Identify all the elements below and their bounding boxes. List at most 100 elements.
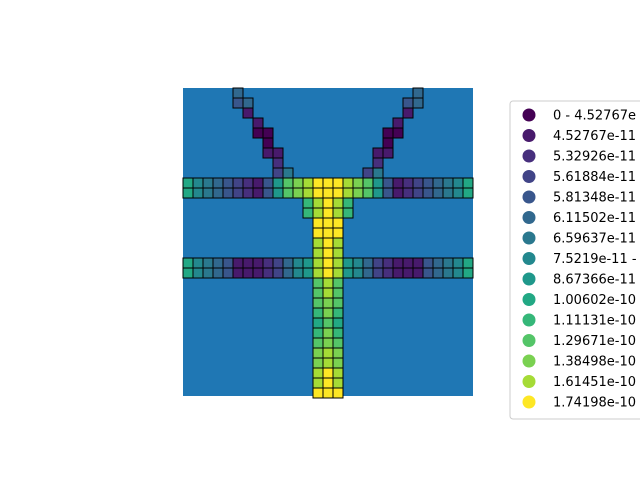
map-cell	[302, 257, 314, 269]
legend-marker	[522, 211, 536, 224]
map-cell	[312, 287, 324, 299]
map-cell	[442, 187, 454, 199]
map-cell	[262, 137, 274, 149]
map-cell	[332, 197, 344, 209]
map-cell	[462, 187, 474, 199]
map-cell	[392, 127, 404, 139]
legend-label: 5.81348e-11	[553, 191, 636, 206]
legend-label: 4.52767e-11	[553, 129, 636, 144]
map-cell	[202, 257, 214, 269]
map-cell	[192, 177, 204, 189]
map-cell	[332, 177, 344, 189]
map-cell	[332, 247, 344, 259]
legend-item: 6.59637e-11	[522, 231, 636, 247]
map-cell	[332, 377, 344, 389]
map-cell	[362, 257, 374, 269]
map-cell	[382, 187, 394, 199]
map-cell	[332, 347, 344, 359]
map-cell	[312, 357, 324, 369]
legend-item: 6.11502e-11	[522, 211, 636, 226]
map-cell	[292, 187, 304, 199]
map-cell	[322, 377, 334, 389]
legend-items: 0 - 4.52767e 4.52767e-11 5.32926e-11 5.6188…	[522, 108, 637, 411]
map-cell	[272, 257, 284, 269]
map-cell	[302, 207, 314, 219]
map-cell	[262, 257, 274, 269]
map-cell	[322, 247, 334, 259]
map-cell	[182, 267, 194, 279]
map-cell	[432, 267, 444, 279]
map-cell	[222, 257, 234, 269]
map-cell	[432, 257, 444, 269]
legend-marker	[522, 334, 536, 347]
map-cell	[322, 187, 334, 199]
map-cell	[382, 147, 394, 159]
map-cell	[412, 97, 424, 109]
map-cell	[372, 157, 384, 169]
map-cell	[252, 177, 264, 189]
map-cell	[332, 267, 344, 279]
map-cell	[292, 257, 304, 269]
map-cell	[332, 327, 344, 339]
legend-label: 0 - 4.52767e	[553, 109, 636, 124]
map-cell	[312, 197, 324, 209]
legend-marker	[522, 313, 536, 327]
legend-marker	[522, 170, 536, 183]
legend-item: 0 - 4.52767e	[522, 108, 636, 124]
map-cell	[322, 317, 334, 329]
map-cell	[322, 257, 334, 269]
map-cell	[432, 187, 444, 199]
map-cell	[222, 267, 234, 279]
legend: 0 - 4.52767e 4.52767e-11 5.32926e-11 5.6188…	[509, 100, 640, 420]
map-cell	[442, 177, 454, 189]
map-cell	[222, 187, 234, 199]
map-cell	[372, 267, 384, 279]
legend-label: 1.00602e-10	[553, 293, 636, 308]
map-cell	[182, 177, 194, 189]
legend-label: 8.67366e-11	[553, 273, 636, 288]
map-cell	[302, 177, 314, 189]
map-cell	[302, 197, 314, 209]
map-cell	[192, 187, 204, 199]
legend-marker	[522, 272, 536, 286]
map-cell	[452, 177, 464, 189]
map-cell	[462, 257, 474, 269]
map-cell	[242, 177, 254, 189]
legend-item: 1.38498e-10	[522, 354, 636, 370]
legend-item: 7.5219e-11 -	[522, 252, 637, 267]
map-cell	[312, 207, 324, 219]
map-cell	[402, 187, 414, 199]
map-cell	[202, 177, 214, 189]
map-cell	[312, 257, 324, 269]
map-cell	[382, 257, 394, 269]
map-cell	[312, 337, 324, 349]
legend-item: 5.81348e-11	[522, 190, 636, 206]
legend-marker	[522, 149, 536, 163]
map-cell	[282, 267, 294, 279]
map-cell	[382, 267, 394, 279]
map-cell	[332, 277, 344, 289]
map-cell	[382, 137, 394, 149]
map-cell	[312, 297, 324, 309]
map-cell	[422, 257, 434, 269]
map-cell	[312, 377, 324, 389]
map-cell	[392, 187, 404, 199]
map-cell	[342, 257, 354, 269]
map-cell	[372, 147, 384, 159]
map-cell	[342, 267, 354, 279]
map-cell	[282, 257, 294, 269]
map-cell	[312, 367, 324, 379]
map-cell	[232, 87, 244, 99]
map-cell	[272, 157, 284, 169]
legend-label: 1.61451e-10	[553, 375, 636, 390]
map-cell	[332, 367, 344, 379]
map-cell	[332, 207, 344, 219]
map-cell	[332, 257, 344, 269]
map-cell	[352, 267, 364, 279]
map-cell	[362, 187, 374, 199]
legend-item: 5.61884e-11	[522, 170, 636, 185]
map-cell	[242, 97, 254, 109]
map-cell	[342, 207, 354, 219]
map-cell	[412, 177, 424, 189]
